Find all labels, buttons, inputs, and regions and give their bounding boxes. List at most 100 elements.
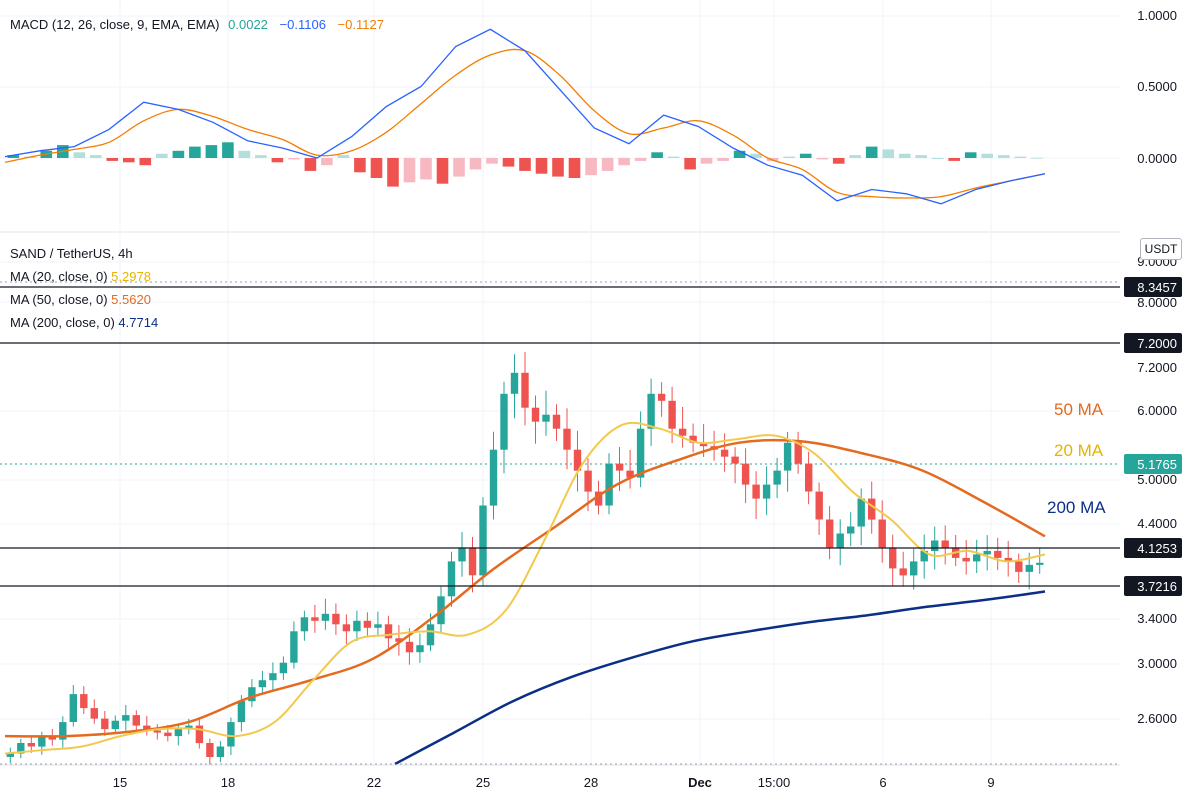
candlesticks[interactable] [6, 352, 1044, 765]
candle-body[interactable] [973, 554, 981, 562]
candle-body[interactable] [542, 414, 550, 422]
candle-body[interactable] [195, 725, 204, 744]
candle-body[interactable] [1025, 564, 1033, 572]
candle-body[interactable] [59, 722, 67, 740]
candle-body[interactable] [510, 372, 519, 394]
macd-axis[interactable]: 1.0000 0.5000 0.0000 [1137, 8, 1177, 166]
candle-body[interactable] [311, 617, 319, 621]
candle-body[interactable] [164, 732, 172, 737]
candle-body[interactable] [920, 550, 928, 562]
candle-body[interactable] [479, 505, 487, 576]
candle-body[interactable] [931, 540, 939, 552]
price-legend[interactable]: SAND / TetherUS, 4h MA (20, close, 0) 5.… [10, 242, 158, 334]
candle-body[interactable] [826, 519, 834, 548]
candle-body[interactable] [584, 470, 592, 492]
candle-body[interactable] [762, 484, 771, 499]
candle-body[interactable] [342, 624, 351, 632]
candle-body[interactable] [668, 400, 676, 429]
candle-body[interactable] [563, 428, 571, 450]
candle-body[interactable] [552, 414, 561, 429]
candle-body[interactable] [626, 470, 634, 478]
candle-body[interactable] [405, 641, 414, 653]
candle-body[interactable] [468, 547, 477, 576]
candle-body[interactable] [153, 730, 161, 733]
candle-body[interactable] [69, 694, 77, 722]
candle-body[interactable] [657, 393, 666, 401]
candle-body[interactable] [689, 435, 697, 443]
candle-body[interactable] [426, 624, 435, 646]
candle-body[interactable] [962, 557, 970, 562]
candle-body[interactable] [678, 428, 687, 436]
candle-body[interactable] [300, 617, 309, 632]
candle-body[interactable] [878, 519, 886, 548]
candle-body[interactable] [143, 725, 151, 731]
candle-body[interactable] [416, 645, 424, 653]
candle-body[interactable] [489, 449, 498, 506]
candle-body[interactable] [48, 736, 56, 740]
candle-body[interactable] [647, 393, 655, 429]
candle-body[interactable] [794, 442, 802, 464]
candle-body[interactable] [248, 687, 256, 702]
candle-body[interactable] [752, 484, 760, 499]
candle-body[interactable] [899, 568, 907, 576]
support-resistance-lines[interactable] [0, 286, 1124, 587]
candle-body[interactable] [353, 620, 361, 632]
time-axis[interactable]: 15 18 22 25 28 Dec 15:00 6 9 [113, 775, 995, 790]
candle-body[interactable] [174, 729, 183, 737]
candle-body[interactable] [815, 491, 823, 520]
candle-body[interactable] [279, 662, 288, 674]
candle-body[interactable] [847, 526, 855, 534]
candle-body[interactable] [374, 624, 382, 628]
candle-body[interactable] [332, 613, 340, 625]
candle-body[interactable] [636, 428, 645, 478]
candle-body[interactable] [1015, 561, 1023, 572]
candle-body[interactable] [910, 561, 918, 576]
ma200-legend[interactable]: MA (200, close, 0) 4.7714 [10, 311, 158, 334]
candle-body[interactable] [237, 701, 246, 723]
candle-body[interactable] [500, 393, 508, 450]
candle-body[interactable] [258, 680, 267, 688]
candle-body[interactable] [531, 407, 540, 422]
candle-body[interactable] [994, 550, 1002, 558]
macd-legend[interactable]: MACD (12, 26, close, 9, EMA, EMA) 0.0022… [10, 17, 392, 33]
candle-body[interactable] [857, 498, 865, 527]
candle-body[interactable] [384, 624, 393, 639]
candle-body[interactable] [731, 456, 739, 464]
candle-body[interactable] [868, 498, 876, 520]
candle-body[interactable] [185, 725, 193, 730]
level-badges[interactable]: 8.3457 7.2000 4.1253 3.7216 5.1765 [1124, 277, 1182, 596]
candle-body[interactable] [615, 463, 624, 471]
candle-body[interactable] [521, 372, 529, 408]
candle-body[interactable] [122, 715, 130, 721]
price-axis[interactable]: 9.0000 8.0000 7.2000 6.0000 5.0000 4.400… [1137, 254, 1177, 726]
ma20-legend[interactable]: MA (20, close, 0) 5.2978 [10, 265, 158, 288]
candle-body[interactable] [132, 715, 140, 726]
candle-body[interactable] [573, 449, 582, 471]
candle-body[interactable] [363, 620, 372, 628]
candle-body[interactable] [1036, 562, 1044, 565]
candle-body[interactable] [6, 753, 14, 757]
candle-body[interactable] [605, 463, 613, 506]
candle-body[interactable] [983, 550, 991, 555]
candle-body[interactable] [783, 442, 792, 471]
candle-body[interactable] [269, 673, 277, 681]
candle-body[interactable] [290, 631, 298, 663]
candle-body[interactable] [216, 746, 225, 758]
candle-body[interactable] [941, 540, 949, 548]
candle-body[interactable] [321, 613, 330, 621]
candle-body[interactable] [773, 470, 781, 485]
candle-body[interactable] [227, 722, 235, 747]
candle-body[interactable] [805, 463, 813, 492]
candle-body[interactable] [27, 743, 35, 747]
candle-body[interactable] [111, 720, 119, 730]
candle-body[interactable] [836, 533, 844, 548]
candle-body[interactable] [1004, 557, 1012, 562]
candle-body[interactable] [741, 463, 750, 485]
candle-body[interactable] [101, 718, 109, 730]
candle-body[interactable] [17, 743, 25, 754]
candle-body[interactable] [594, 491, 603, 506]
candle-body[interactable] [889, 547, 897, 569]
candle-body[interactable] [38, 736, 46, 747]
candle-body[interactable] [206, 743, 214, 757]
candle-body[interactable] [720, 449, 729, 457]
